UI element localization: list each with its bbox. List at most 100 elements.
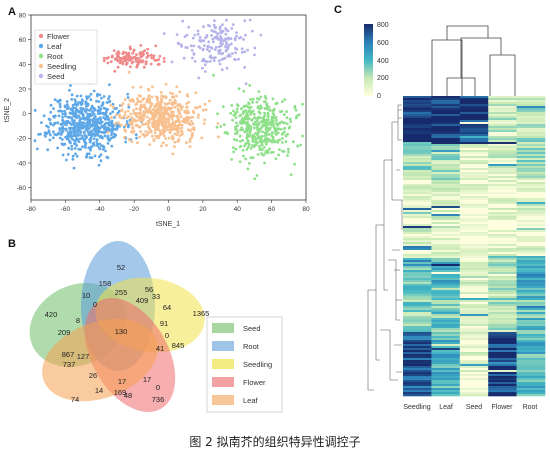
tsne-point-root [230,104,234,107]
tsne-point-seed [240,50,244,54]
tsne-point-seedling [129,112,133,116]
tsne-point-leaf [51,136,55,140]
heatmap-cell [488,128,517,131]
heatmap-cell [516,274,546,277]
tsne-point-leaf [52,123,55,127]
tsne-point-root [270,118,274,121]
heatmap-cell [459,310,489,313]
heatmap-cell [516,134,546,137]
tsne-point-seedling [177,131,180,134]
heatmap-cell [403,220,432,223]
tsne-point-seed [177,42,180,46]
heatmap-cell [516,228,546,231]
heatmap-cell [403,178,432,181]
tsne-point-flower [142,65,146,69]
tsne-point-seed [221,23,224,27]
tsne-point-flower [112,49,116,52]
tsne-point-seed [187,25,191,29]
heatmap-cell [403,340,432,343]
tsne-point-leaf [92,141,96,145]
tsne-point-root [231,118,234,122]
tsne-point-leaf [98,142,102,146]
heatmap-cell [488,320,517,323]
heatmap-cell [488,336,517,339]
heatmap-cell [431,332,461,335]
heatmap-cell [459,114,489,117]
tsne-point-seed [207,40,211,44]
heatmap-cell [516,110,546,113]
tsne-point-seedling [167,128,170,132]
venn-region-label: 420 [45,310,58,319]
tsne-point-seed [244,82,248,85]
tsne-point-root [284,134,288,138]
heatmap-cell [403,218,432,221]
tsne-point-root [238,134,242,138]
heatmap-cell [488,366,517,369]
tsne-point-root [256,133,260,137]
heatmap-cell [403,182,432,185]
heatmap-cell [459,314,489,317]
heatmap-cell [488,182,517,185]
heatmap-cell [431,200,461,203]
heatmap-cell [403,192,432,195]
heatmap-cell [431,370,461,373]
colorbar [364,24,373,96]
heatmap-cell [488,118,517,121]
tsne-point-leaf [63,123,67,126]
heatmap-cell [516,114,546,117]
heatmap-cell [459,174,489,177]
y-tick-label: -20 [17,136,27,143]
heatmap-cell [459,306,489,309]
heatmap-cell [459,246,489,249]
tsne-point-root [266,115,270,119]
tsne-point-leaf [105,155,109,159]
venn-legend-swatch-root [212,341,234,351]
heatmap-cell [431,316,461,319]
heatmap-cell [459,318,489,321]
heatmap-cell [516,96,546,99]
heatmap-cell [431,254,461,257]
heatmap-cell [459,332,489,335]
tsne-point-leaf [80,102,84,105]
heatmap-cell [431,242,461,245]
venn-diagram: 52 158 255 56 33 64 1365 10 0 409 420 20… [29,241,283,413]
heatmap-cell [516,370,546,373]
tsne-point-leaf [110,133,113,137]
heatmap-cell [403,368,432,371]
tsne-point-root [254,140,258,144]
tsne-point-seedling [186,119,190,122]
heatmap-cell [488,184,517,187]
heatmap-cell [516,116,546,119]
heatmap-cell [516,378,546,381]
heatmap-cell [403,280,432,283]
heatmap-cell [431,120,461,123]
tsne-point-leaf [70,144,74,148]
venn-region-label: 158 [99,279,112,288]
tsne-point-root [233,132,237,136]
heatmap-cell [459,136,489,139]
heatmap-cell [488,146,517,149]
tsne-point-root [271,150,275,154]
tsne-point-root [260,152,263,155]
tsne-point-root [273,140,277,144]
heatmap-cell [488,130,517,133]
heatmap-cell [459,210,489,213]
tsne-point-leaf [99,134,103,138]
tsne-point-seedling [145,109,149,112]
heatmap-cell [516,340,546,343]
tsne-point-root [249,128,252,132]
heatmap-cell [459,140,489,143]
tsne-point-seed [220,37,224,41]
heatmap-cell [488,136,517,139]
heatmap-cell [516,226,546,229]
heatmap-cell [488,152,517,155]
tsne-point-seedling [155,120,159,124]
tsne-point-flower [121,60,125,64]
tsne-point-leaf [61,112,65,116]
tsne-point-leaf [69,129,72,133]
tsne-point-seedling [142,117,146,120]
tsne-point-seedling [188,145,192,148]
tsne-point-seedling [124,124,127,127]
tsne-point-leaf [98,109,102,112]
tsne-point-leaf [90,129,93,133]
